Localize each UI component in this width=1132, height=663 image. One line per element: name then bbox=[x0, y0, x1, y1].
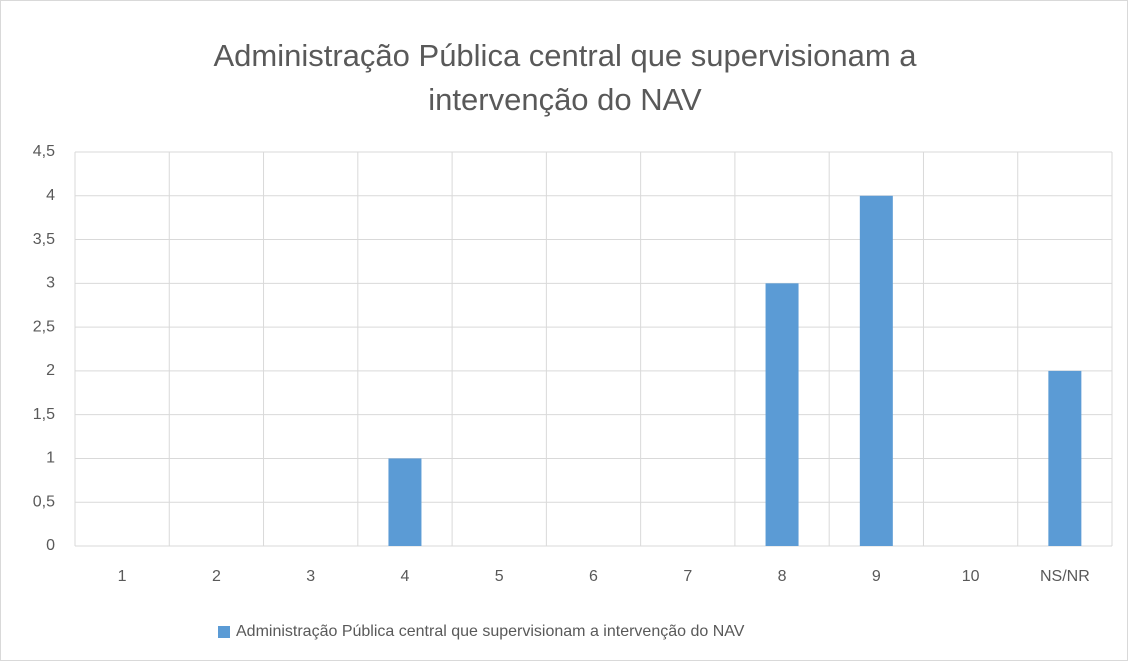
bar bbox=[859, 195, 893, 546]
y-tick-label: 0,5 bbox=[33, 493, 55, 510]
bar bbox=[388, 458, 422, 546]
y-tick-label: 2,5 bbox=[33, 318, 55, 335]
x-tick-label: 10 bbox=[962, 568, 980, 585]
x-tick-label: 9 bbox=[872, 568, 881, 585]
x-tick-label: 3 bbox=[306, 568, 315, 585]
bar bbox=[765, 283, 799, 546]
bar bbox=[1048, 370, 1082, 546]
y-tick-label: 4 bbox=[46, 187, 55, 204]
legend-swatch bbox=[218, 626, 230, 638]
y-tick-label: 0 bbox=[46, 537, 55, 554]
y-tick-label: 3,5 bbox=[33, 231, 55, 248]
x-tick-label: 5 bbox=[495, 568, 504, 585]
y-tick-label: 3 bbox=[46, 275, 55, 292]
y-tick-label: 1,5 bbox=[33, 406, 55, 423]
y-tick-label: 4,5 bbox=[33, 143, 55, 160]
x-tick-label: 4 bbox=[401, 568, 410, 585]
legend-label: Administração Pública central que superv… bbox=[236, 623, 745, 640]
x-tick-label: 8 bbox=[778, 568, 787, 585]
chart-title: Administração Pública central que superv… bbox=[213, 38, 917, 117]
y-tick-label: 1 bbox=[46, 450, 55, 467]
x-tick-label: 2 bbox=[212, 568, 221, 585]
y-tick-label: 2 bbox=[46, 362, 55, 379]
x-tick-label: 6 bbox=[589, 568, 598, 585]
x-tick-label: 1 bbox=[118, 568, 127, 585]
x-tick-label: 7 bbox=[683, 568, 692, 585]
x-tick-label: NS/NR bbox=[1040, 568, 1090, 585]
